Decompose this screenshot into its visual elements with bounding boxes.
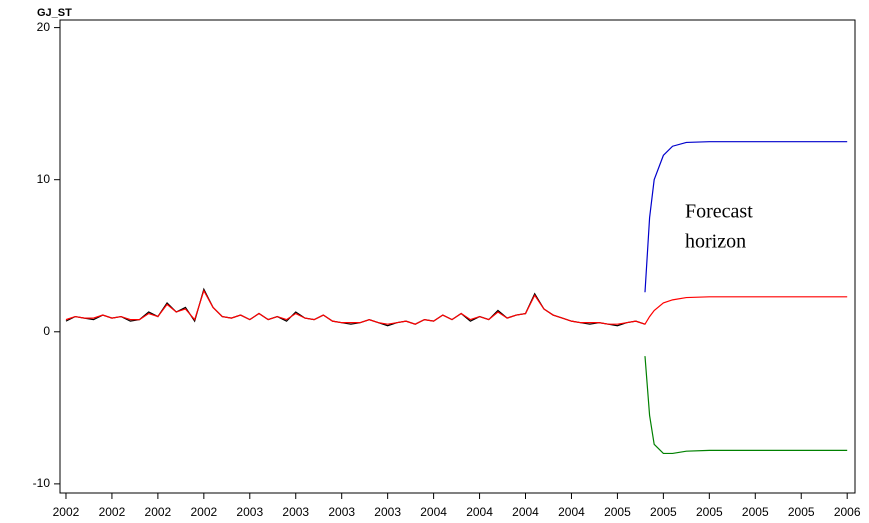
x-tick-label: 2005: [696, 505, 723, 519]
x-tick-label: 2002: [190, 505, 217, 519]
series-line: [65, 289, 848, 325]
x-tick-label: 2002: [53, 505, 80, 519]
series-line: [65, 287, 646, 327]
x-tick-label: 2003: [236, 505, 263, 519]
x-tick-label: 2002: [99, 505, 126, 519]
y-tick-label: 0: [43, 324, 50, 338]
annotation: horizon: [685, 231, 746, 253]
y-tick-label: 10: [37, 172, 51, 186]
x-tick-label: 2004: [420, 505, 447, 519]
y-tick-label: 20: [37, 20, 51, 34]
x-tick-label: 2004: [558, 505, 585, 519]
y-axis-label: GJ_ST: [37, 7, 72, 19]
x-tick-label: 2003: [282, 505, 309, 519]
x-tick-label: 2005: [742, 505, 769, 519]
x-tick-label: 2005: [650, 505, 677, 519]
series-line: [644, 141, 848, 293]
y-tick-label: -10: [33, 476, 51, 490]
x-tick-label: 2004: [512, 505, 539, 519]
x-tick-label: 2006: [834, 505, 861, 519]
x-tick-label: 2003: [328, 505, 355, 519]
x-tick-label: 2004: [466, 505, 493, 519]
x-tick-label: 2002: [145, 505, 172, 519]
x-tick-label: 2003: [374, 505, 401, 519]
x-tick-label: 2005: [604, 505, 631, 519]
plot-frame: [59, 19, 856, 494]
x-tick-label: 2005: [788, 505, 815, 519]
annotation: Forecast: [685, 201, 753, 223]
series-line: [644, 356, 848, 455]
